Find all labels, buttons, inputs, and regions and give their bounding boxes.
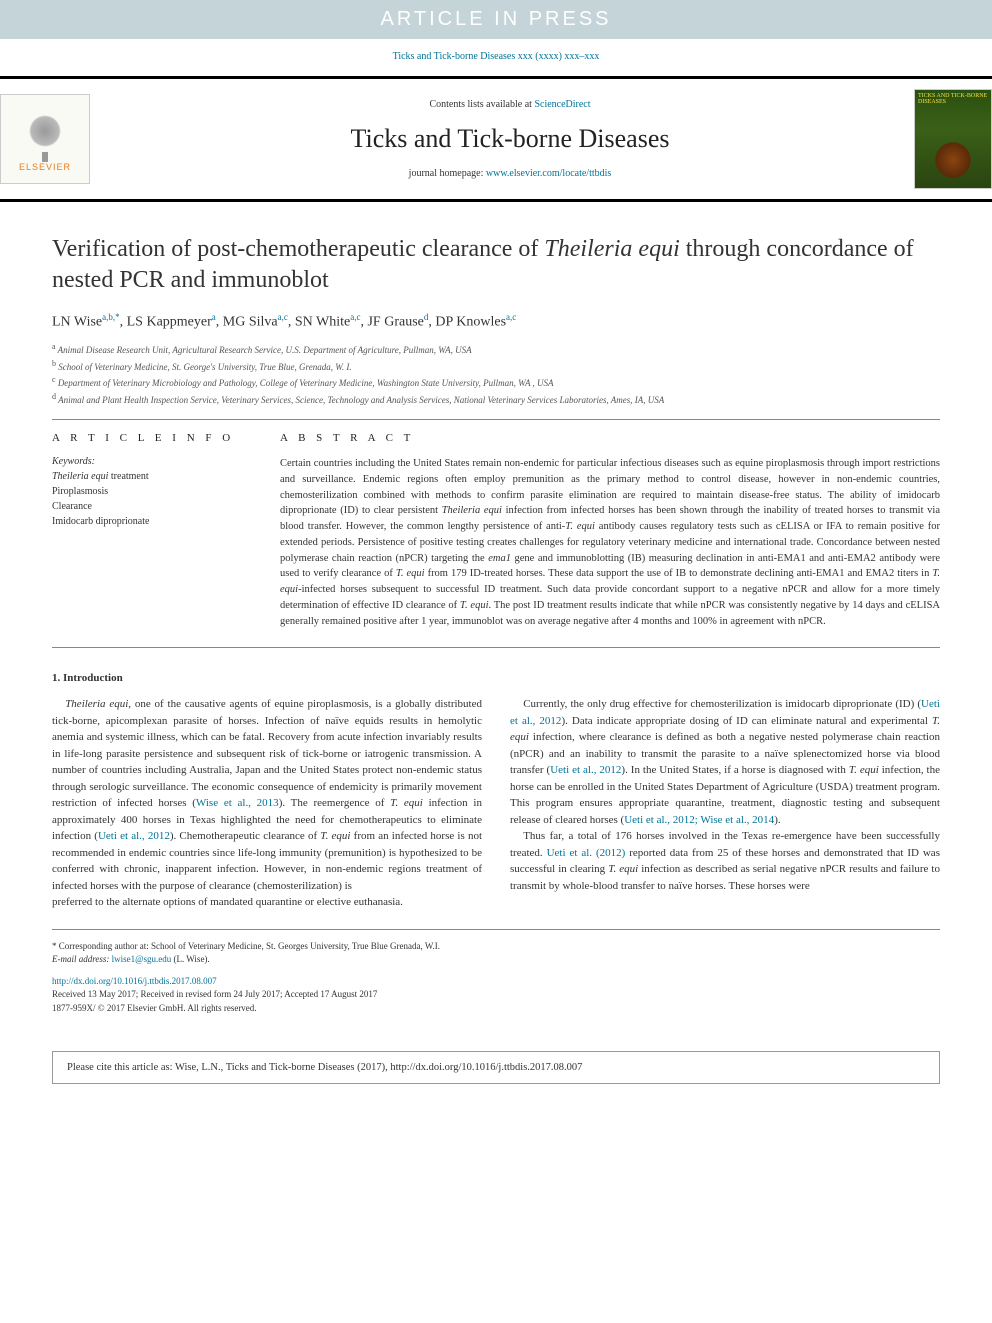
body-p2: preferred to the alternate options of ma… (52, 894, 482, 911)
keywords-label: Keywords: (52, 456, 252, 467)
body-p1: Theileria equi, one of the causative age… (52, 696, 482, 894)
affiliation-d: d Animal and Plant Health Inspection Ser… (52, 391, 940, 408)
cover-tick-icon (933, 140, 973, 180)
homepage-line: journal homepage: www.elsevier.com/locat… (106, 168, 914, 179)
citation-top-link[interactable]: Ticks and Tick-borne Diseases xxx (xxxx)… (393, 51, 600, 62)
journal-name: Ticks and Tick-borne Diseases (106, 124, 914, 154)
email-link[interactable]: lwise1@sgu.edu (112, 954, 172, 964)
citation-top: Ticks and Tick-borne Diseases xxx (xxxx)… (0, 51, 992, 62)
journal-cover-thumb: TICKS AND TICK-BORNE DISEASES (914, 89, 992, 189)
article-title: Verification of post-chemotherapeutic cl… (52, 234, 940, 296)
homepage-link[interactable]: www.elsevier.com/locate/ttbdis (486, 168, 611, 179)
footer-block: * Corresponding author at: School of Vet… (52, 929, 940, 1016)
copyright-line: 1877-959X/ © 2017 Elsevier GmbH. All rig… (52, 1002, 940, 1016)
doi-link[interactable]: http://dx.doi.org/10.1016/j.ttbdis.2017.… (52, 976, 217, 986)
email-suffix: (L. Wise). (171, 954, 209, 964)
cover-title: TICKS AND TICK-BORNE DISEASES (918, 93, 987, 105)
abstract-heading: A B S T R A C T (280, 432, 940, 444)
elsevier-logo: ELSEVIER (0, 94, 90, 184)
homepage-prefix: journal homepage: (409, 168, 486, 179)
keywords-list: Theileria equi treatmentPiroplasmosisCle… (52, 469, 252, 529)
publisher-name: ELSEVIER (19, 162, 71, 172)
article-info: A R T I C L E I N F O Keywords: Theileri… (52, 432, 252, 629)
email-line: E-mail address: lwise1@sgu.edu (L. Wise)… (52, 953, 940, 967)
body-p3: Currently, the only drug effective for c… (510, 696, 940, 828)
article-info-heading: A R T I C L E I N F O (52, 432, 252, 444)
contents-prefix: Contents lists available at (429, 99, 534, 110)
abstract-text: Certain countries including the United S… (280, 456, 940, 629)
cite-text: Please cite this article as: Wise, L.N.,… (67, 1062, 582, 1073)
corresponding-author: * Corresponding author at: School of Vet… (52, 940, 940, 954)
body-columns: Theileria equi, one of the causative age… (52, 696, 940, 911)
article-in-press-banner: ARTICLE IN PRESS (0, 0, 992, 39)
affiliation-b: b School of Veterinary Medicine, St. Geo… (52, 358, 940, 375)
email-label: E-mail address: (52, 954, 112, 964)
header-center: Contents lists available at ScienceDirec… (106, 99, 914, 179)
info-abstract-row: A R T I C L E I N F O Keywords: Theileri… (52, 432, 940, 648)
elsevier-tree-icon (20, 106, 70, 156)
main-content: Verification of post-chemotherapeutic cl… (0, 202, 992, 1035)
contents-line: Contents lists available at ScienceDirec… (106, 99, 914, 110)
doi-link-line: http://dx.doi.org/10.1016/j.ttbdis.2017.… (52, 975, 940, 989)
cite-block: Please cite this article as: Wise, L.N.,… (52, 1051, 940, 1084)
introduction-heading: 1. Introduction (52, 672, 940, 684)
banner-text: ARTICLE IN PRESS (380, 8, 611, 30)
body-p4: Thus far, a total of 176 horses involved… (510, 828, 940, 894)
received-line: Received 13 May 2017; Received in revise… (52, 988, 940, 1002)
abstract: A B S T R A C T Certain countries includ… (280, 432, 940, 629)
affiliation-c: c Department of Veterinary Microbiology … (52, 374, 940, 391)
journal-header: ELSEVIER Contents lists available at Sci… (0, 76, 992, 202)
introduction-section: 1. Introduction Theileria equi, one of t… (52, 672, 940, 911)
affiliation-a: a Animal Disease Research Unit, Agricult… (52, 341, 940, 358)
authors: LN Wisea,b,*, LS Kappmeyera, MG Silvaa,c… (52, 312, 940, 331)
sciencedirect-link[interactable]: ScienceDirect (534, 99, 590, 110)
affiliations: a Animal Disease Research Unit, Agricult… (52, 341, 940, 420)
